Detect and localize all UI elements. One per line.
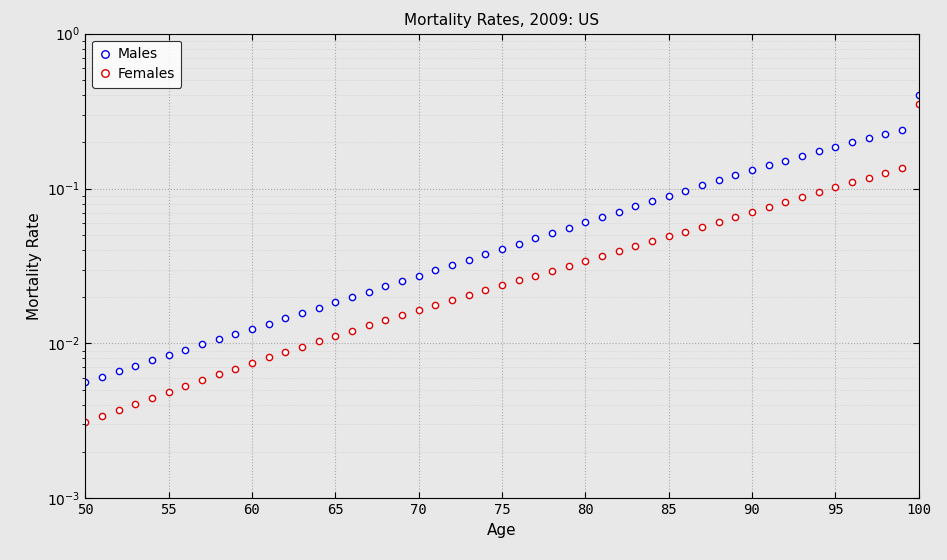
Line: Females: Females [82,101,921,426]
Males [913,92,924,99]
Females [263,354,275,361]
Males [347,293,358,300]
Males [263,320,275,327]
Females [630,243,641,250]
Males [80,379,91,386]
Females [896,165,907,171]
Females [680,228,691,235]
Females [913,101,924,108]
Y-axis label: Mortality Rate: Mortality Rate [27,212,42,320]
X-axis label: Age: Age [487,523,517,538]
Title: Mortality Rates, 2009: US: Mortality Rates, 2009: US [404,13,599,28]
Females [330,333,341,339]
Males [330,299,341,306]
Males [896,126,907,133]
Males [680,187,691,194]
Line: Males: Males [82,92,921,386]
Females [80,419,91,426]
Males [630,203,641,209]
Legend: Males, Females: Males, Females [92,40,182,88]
Females [347,327,358,334]
